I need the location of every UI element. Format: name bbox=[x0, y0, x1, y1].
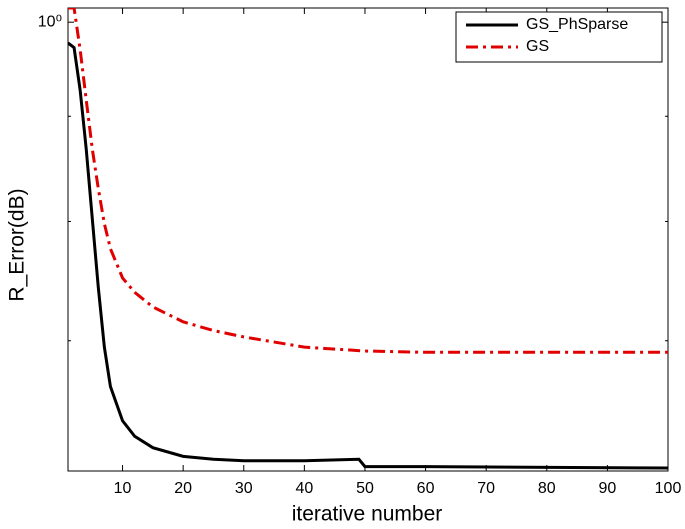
x-tick-label: 20 bbox=[174, 480, 192, 497]
x-tick-label: 60 bbox=[417, 480, 435, 497]
line bbox=[68, 41, 668, 470]
legend-label: GS_PhSparse bbox=[526, 16, 628, 33]
plot-frame bbox=[67, 7, 669, 472]
x-tick-label: 90 bbox=[598, 480, 616, 497]
x-tick-label: 40 bbox=[295, 480, 313, 497]
x-tick-label: 80 bbox=[538, 480, 556, 497]
y-axis-label: R_Error(dB) bbox=[6, 188, 29, 301]
legend-box bbox=[455, 11, 663, 63]
x-tick-label: 30 bbox=[235, 480, 253, 497]
x-axis-label: iterative number bbox=[292, 503, 443, 526]
x-tick-label: 70 bbox=[477, 480, 495, 497]
x-tick-label: 10 bbox=[114, 480, 132, 497]
x-tick-label: 100 bbox=[655, 480, 682, 497]
legend-label: GS bbox=[526, 38, 549, 55]
y-tick-label: 10⁰ bbox=[38, 13, 62, 30]
x-tick-label: 50 bbox=[356, 480, 374, 497]
